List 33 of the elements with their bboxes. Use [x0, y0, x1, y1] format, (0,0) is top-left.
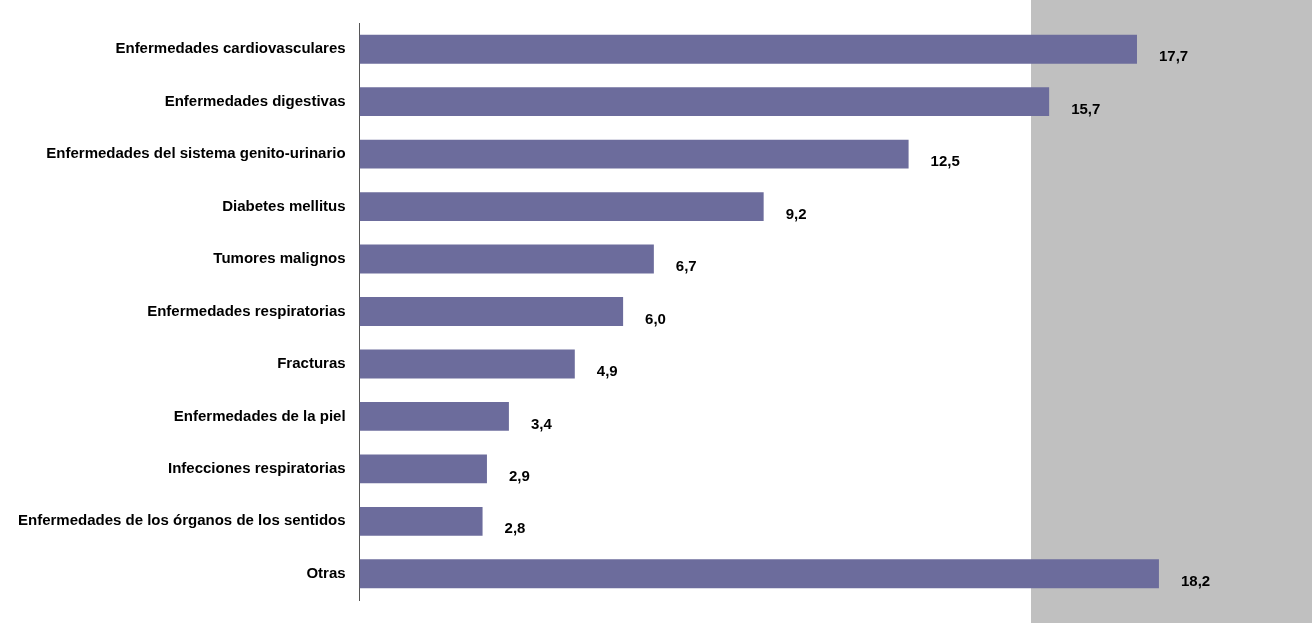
y-tick-label: Enfermedades del sistema genito-urinario — [46, 144, 346, 162]
data-label: 3,4 — [530, 414, 553, 432]
bar — [359, 506, 483, 536]
bar — [359, 349, 575, 379]
bar — [359, 454, 487, 484]
bar — [359, 559, 1159, 589]
data-label: 9,2 — [785, 204, 807, 222]
bar — [359, 244, 654, 274]
y-tick-label: Enfermedades digestivas — [164, 91, 346, 109]
bar — [359, 192, 764, 222]
data-label: 6,0 — [645, 309, 666, 327]
y-tick-label: Infecciones respiratorias — [168, 459, 346, 476]
y-tick-label: Enfermedades cardiovasculares — [115, 39, 346, 57]
y-tick-label: Enfermedades respiratorias — [147, 301, 346, 319]
y-tick-label: Tumores malignos — [213, 249, 346, 267]
bar — [359, 34, 1137, 64]
data-label: 2,8 — [504, 519, 526, 537]
data-label: 12,5 — [930, 152, 960, 170]
data-label: 2,9 — [508, 467, 530, 484]
y-tick-label: Otras — [306, 563, 346, 581]
y-tick-label: Enfermedades de los órganos de los sentidos — [17, 511, 346, 529]
data-label: 15,7 — [1071, 99, 1101, 117]
bar — [359, 401, 509, 431]
y-tick-label: Diabetes mellitus — [222, 196, 346, 214]
data-label: 18,2 — [1180, 571, 1211, 589]
data-label: 4,9 — [596, 362, 618, 380]
data-label: 17,7 — [1158, 47, 1189, 65]
y-tick-label: Enfermedades de la piel — [173, 406, 346, 424]
y-tick-label: Fracturas — [277, 354, 346, 372]
bar — [359, 297, 624, 326]
data-label: 6,7 — [675, 257, 697, 275]
bar — [359, 87, 1050, 117]
bar — [359, 139, 909, 169]
